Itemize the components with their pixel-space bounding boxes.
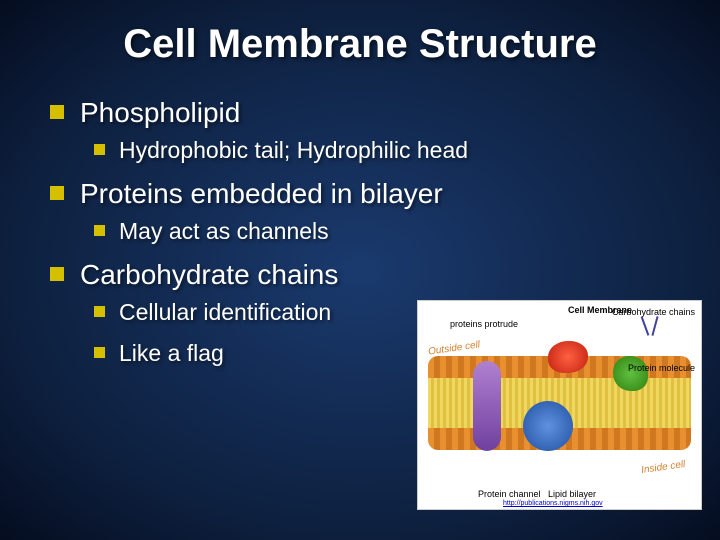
bullet-phospholipid: Phospholipid xyxy=(50,97,680,129)
bullet-text: Like a flag xyxy=(119,340,224,367)
bullet-text: Carbohydrate chains xyxy=(80,259,338,291)
bullet-text: Cellular identification xyxy=(119,299,331,326)
diagram-label: Inside cell xyxy=(640,459,686,476)
square-bullet-icon xyxy=(94,144,105,155)
square-bullet-icon xyxy=(50,267,64,281)
carbohydrate-chain-shape xyxy=(636,316,666,356)
square-bullet-icon xyxy=(94,347,105,358)
sub-bullet: May act as channels xyxy=(94,218,680,245)
bullet-text: Hydrophobic tail; Hydrophilic head xyxy=(119,137,468,164)
protein-red-shape xyxy=(548,341,588,373)
bullet-carbohydrate: Carbohydrate chains xyxy=(50,259,680,291)
bullet-proteins: Proteins embedded in bilayer xyxy=(50,178,680,210)
square-bullet-icon xyxy=(94,225,105,236)
protein-channel-shape xyxy=(473,361,501,451)
sub-bullet: Hydrophobic tail; Hydrophilic head xyxy=(94,137,680,164)
diagram-label: Protein molecule xyxy=(628,363,695,373)
protein-blue-shape xyxy=(523,401,573,451)
diagram-source-url: http://publications.nigms.nih.gov xyxy=(503,500,603,507)
protein-green-shape xyxy=(613,356,648,391)
diagram-label: proteins protrude xyxy=(450,319,518,329)
square-bullet-icon xyxy=(50,186,64,200)
square-bullet-icon xyxy=(50,105,64,119)
diagram-label: Lipid bilayer xyxy=(548,489,596,499)
membrane-diagram: Cell Membrane proteins protrude Carbohyd… xyxy=(417,300,702,510)
diagram-label: Protein channel xyxy=(478,489,541,499)
bullet-text: Phospholipid xyxy=(80,97,240,129)
diagram-label: Carbohydrate chains xyxy=(612,307,695,317)
square-bullet-icon xyxy=(94,306,105,317)
bullet-text: May act as channels xyxy=(119,218,329,245)
slide-title: Cell Membrane Structure xyxy=(0,0,720,67)
diagram-label: Outside cell xyxy=(427,339,480,357)
bullet-text: Proteins embedded in bilayer xyxy=(80,178,443,210)
